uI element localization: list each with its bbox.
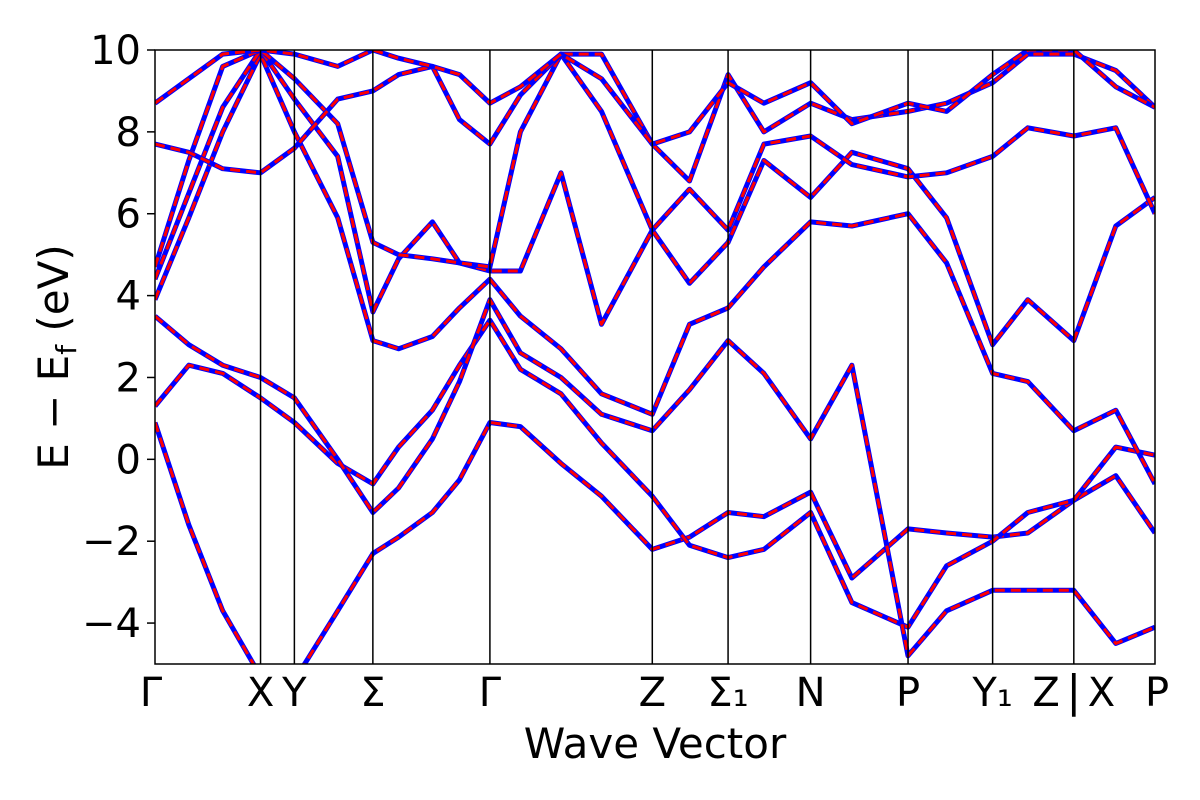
band-2-blue-line	[155, 317, 1155, 630]
band-1-blue-line	[155, 420, 1155, 664]
x-tick-label-5: Γ	[479, 670, 502, 716]
band-7-blue-line	[155, 51, 1155, 233]
x-tick-label-1: Γ	[140, 670, 163, 716]
y-tick-label-6: 6	[116, 192, 141, 238]
y-tick-label-4: 2	[116, 355, 141, 401]
y-tick-label-8: 10	[90, 28, 141, 74]
band-1-red-dashed-line	[155, 421, 1155, 664]
x-tick-label-12: |	[1066, 666, 1081, 717]
y-axis-ticks: −4 −2 0 2 4 6 8 10	[82, 28, 155, 647]
y-tick-label-2: −2	[82, 519, 141, 565]
y-axis-label-sub: f	[50, 344, 83, 355]
x-tick-label-4: Σ	[360, 670, 385, 716]
band-4-blue-line	[155, 51, 1155, 486]
x-tick-label-13: X	[1088, 670, 1115, 716]
band-3-blue-line	[155, 297, 1155, 659]
y-tick-label-3: 0	[116, 437, 141, 483]
y-axis-label-group: E − Ef (eV)	[29, 244, 83, 470]
x-tick-label-14: P	[1145, 670, 1169, 716]
band-4-red-dashed-line	[155, 52, 1155, 485]
y-axis-label-units: (eV)	[29, 244, 78, 345]
y-tick-label-1: −4	[82, 601, 141, 647]
band-3-red-dashed-line	[155, 298, 1155, 658]
axes-frame	[154, 49, 1156, 665]
band-2-red-dashed-line	[155, 318, 1155, 629]
y-tick-label-5: 4	[116, 274, 141, 320]
y-tick-label-7: 8	[116, 110, 141, 156]
y-axis-label-e: E − E	[29, 355, 78, 470]
x-tick-label-8: N	[796, 670, 826, 716]
x-tick-label-6: Z	[639, 670, 666, 716]
x-tick-label-10: Y₁	[971, 670, 1012, 716]
x-axis-ticks: Γ X Y Σ Γ Z Σ₁ N P Y₁ Z | X P	[140, 666, 1169, 717]
band-5-blue-line	[155, 50, 1155, 348]
x-tick-label-11: Z	[1032, 670, 1059, 716]
x-axis-label: Wave Vector	[524, 719, 787, 768]
kpoint-lines	[259, 50, 1075, 664]
x-tick-label-3: Y	[281, 670, 307, 716]
band-5-red-dashed-line	[155, 50, 1155, 347]
x-tick-label-2: X	[247, 670, 274, 716]
x-tick-label-7: Σ₁	[707, 670, 748, 716]
bands-layer	[155, 50, 1155, 664]
y-axis-label: E − Ef (eV)	[29, 244, 83, 470]
band-6-red-dashed-line	[155, 50, 1155, 269]
x-tick-label-9: P	[896, 670, 920, 716]
band-8-red-dashed-line	[155, 50, 1155, 146]
